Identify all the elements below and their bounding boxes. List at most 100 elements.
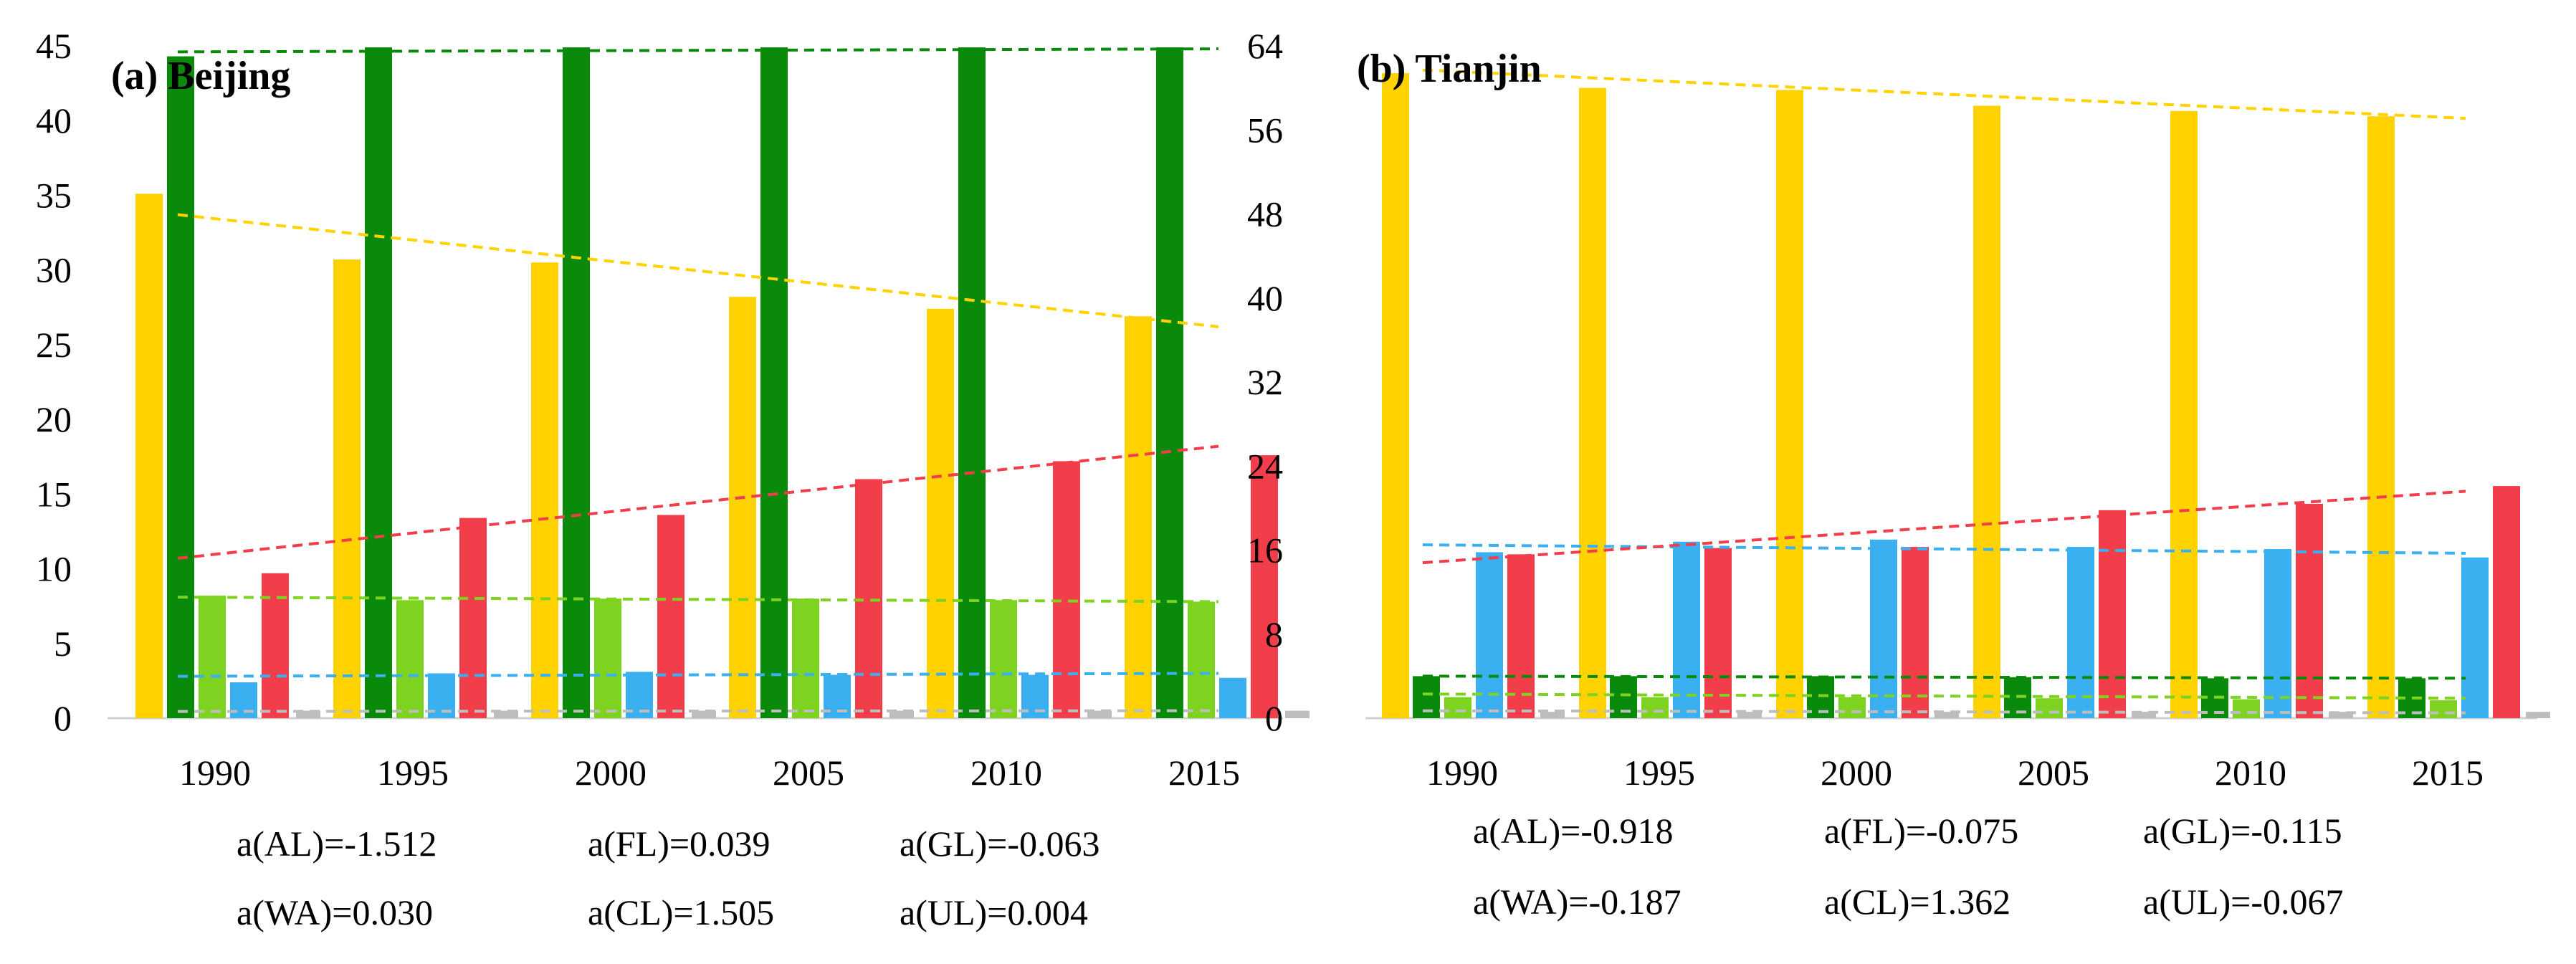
bar-ul-1990 (296, 710, 320, 718)
bar-gl-2015 (2430, 700, 2457, 718)
slope-coefficient: a(AL)=-1.512 (237, 824, 437, 864)
x-tick-label-2015: 2015 (1168, 753, 1240, 793)
panel-b-tianjin: 0 8 16 24 32 40 48 56 64 1990 1995 2000 2005 2010 2015… (1247, 26, 2550, 922)
y-tick-label: 0 (54, 698, 72, 738)
slope-coefficient: a(CL)=1.362 (1824, 882, 2010, 922)
bar-ul-2015 (1285, 710, 1310, 718)
y-tick-label: 24 (1247, 446, 1283, 486)
bar-al-2000 (1776, 90, 1803, 718)
bar-wa-2000 (1870, 539, 1897, 718)
bar-cl-1990 (1507, 554, 1535, 718)
x-tick-label-1990: 1990 (179, 753, 251, 793)
slope-coefficient: a(GL)=-0.115 (2143, 811, 2342, 851)
bar-fl-2005 (760, 47, 788, 718)
bar-ul-2000 (692, 710, 716, 718)
bar-gl-2010 (2233, 699, 2260, 718)
y-tick-label: 30 (36, 250, 72, 290)
bar-fl-2015 (1156, 47, 1183, 718)
bar-gl-1995 (396, 600, 424, 718)
slope-coefficient: a(GL)=-0.063 (900, 824, 1100, 864)
bar-wa-1995 (1673, 541, 1700, 718)
trendline-gl (1422, 692, 2466, 700)
bar-cl-2010 (2296, 504, 2323, 718)
bar-cl-1990 (262, 573, 289, 718)
y-tick-label: 8 (1265, 614, 1283, 654)
y-tick-label: 5 (54, 624, 72, 664)
bar-gl-2005 (2036, 698, 2063, 718)
bar-al-1995 (1579, 87, 1606, 718)
bar-cl-2015 (2493, 486, 2520, 718)
bar-fl-1995 (365, 47, 392, 718)
trendline-cl (177, 444, 1219, 560)
x-tick-label-1995: 1995 (377, 753, 449, 793)
bar-fl-2010 (958, 47, 986, 718)
bar-cl-2005 (2099, 510, 2126, 718)
bar-fl-1990 (167, 56, 194, 718)
y-tick-label: 48 (1247, 194, 1283, 234)
y-tick-label: 25 (36, 325, 72, 365)
bar-al-2000 (531, 262, 558, 718)
y-tick-label: 64 (1247, 26, 1283, 66)
trendline-gl (177, 596, 1219, 603)
x-tick-label-1995: 1995 (1623, 753, 1695, 793)
x-tick-label-2005: 2005 (773, 753, 844, 793)
x-tick-label-1990: 1990 (1426, 753, 1498, 793)
trendline-cl (1422, 490, 2466, 565)
y-tick-label: 0 (1265, 698, 1283, 738)
bar-gl-1990 (1444, 697, 1471, 718)
bar-al-2010 (2170, 110, 2198, 718)
x-tick-label-2000: 2000 (575, 753, 647, 793)
x-tick-label-2000: 2000 (1821, 753, 1892, 793)
bar-ul-2005 (889, 710, 914, 718)
bar-gl-1995 (1641, 697, 1669, 718)
trendline-ul (177, 709, 1219, 713)
trendline-wa (1422, 543, 2466, 555)
bar-ul-2000 (1935, 712, 1959, 718)
y-tick-label: 32 (1247, 362, 1283, 402)
bar-al-2010 (927, 308, 954, 719)
trendline-fl (1422, 674, 2466, 680)
bar-wa-1990 (1476, 552, 1503, 718)
bar-wa-2005 (2067, 547, 2094, 718)
panel-title: (a) Beijing (111, 54, 290, 98)
bar-cl-1995 (459, 517, 487, 718)
bar-al-1990 (1382, 73, 1409, 718)
bar-cl-2000 (657, 515, 684, 718)
bar-gl-2005 (792, 598, 819, 718)
trendline-ul (1422, 709, 2466, 715)
y-tick-label: 40 (36, 100, 72, 140)
bar-ul-2005 (2132, 712, 2156, 718)
trendline-al (177, 213, 1219, 328)
bar-cl-2010 (1053, 461, 1080, 718)
bar-cl-2000 (1902, 547, 1929, 718)
trendline-al (1422, 68, 2466, 120)
slope-coefficient: a(CL)=1.505 (588, 892, 774, 932)
panel-a-beijing: 0 5 10 15 20 25 30 35 40 45 1990 1995 2000 2005 2010 20… (36, 26, 1310, 932)
y-tick-label: 15 (36, 474, 72, 514)
bar-wa-2015 (1219, 677, 1246, 718)
bar-wa-2010 (2264, 549, 2291, 718)
bar-ul-2015 (2526, 712, 2550, 718)
bar-gl-1990 (199, 596, 226, 718)
y-tick-label: 16 (1247, 530, 1283, 571)
bar-gl-2015 (1188, 601, 1215, 718)
bar-wa-2015 (2461, 557, 2489, 718)
slope-coefficient: a(AL)=-0.918 (1473, 811, 1674, 851)
bar-cl-1995 (1704, 548, 1732, 718)
slope-coefficient: a(FL)=-0.075 (1824, 811, 2018, 851)
y-tick-label: 56 (1247, 110, 1283, 150)
panel-title: (b) Tianjin (1357, 47, 1542, 91)
bar-al-1990 (135, 194, 163, 718)
bar-ul-2010 (1087, 710, 1112, 718)
slope-coefficient: a(FL)=0.039 (588, 824, 771, 864)
bar-al-2015 (1125, 316, 1152, 719)
bar-gl-2000 (594, 598, 621, 718)
x-tick-label-2010: 2010 (2215, 753, 2286, 793)
bar-al-2005 (729, 297, 756, 719)
bar-ul-1995 (494, 710, 518, 718)
bar-ul-1995 (1737, 712, 1762, 718)
x-tick-label-2015: 2015 (2412, 753, 2484, 793)
bar-al-2005 (1973, 105, 2000, 718)
trendline-fl (177, 47, 1219, 54)
